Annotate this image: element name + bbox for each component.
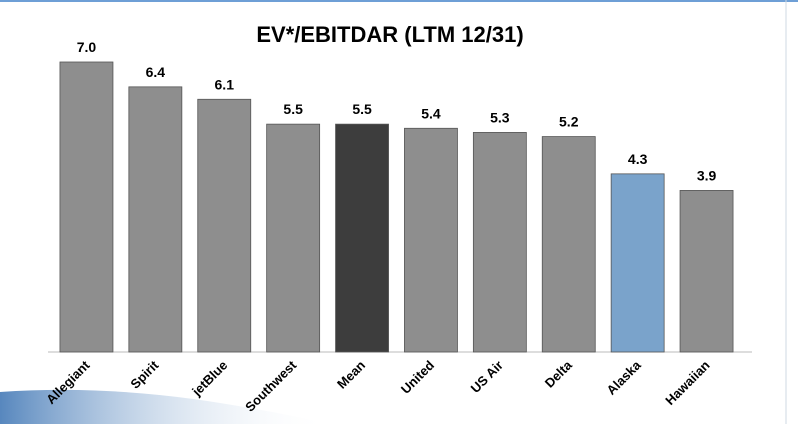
bar — [266, 123, 321, 353]
value-label: 5.5 — [352, 101, 372, 117]
value-label: 4.3 — [628, 151, 648, 167]
bar — [404, 127, 458, 353]
decoration — [0, 389, 330, 424]
value-label: 5.5 — [283, 101, 303, 117]
value-label: 6.1 — [215, 76, 235, 92]
value-label: 5.2 — [559, 114, 579, 130]
value-label: 5.4 — [421, 105, 441, 121]
bar — [541, 136, 596, 353]
bar — [679, 190, 734, 353]
value-label: 5.3 — [490, 109, 510, 125]
bar — [335, 123, 389, 353]
value-label: 7.0 — [77, 39, 97, 55]
bar — [610, 173, 665, 353]
chart-title: EV*/EBITDAR (LTM 12/31) — [256, 22, 523, 47]
bar — [59, 61, 114, 353]
bar — [472, 132, 527, 353]
bar — [128, 86, 183, 353]
value-label: 6.4 — [146, 64, 166, 80]
bar — [197, 98, 252, 353]
value-label: 3.9 — [697, 167, 717, 183]
